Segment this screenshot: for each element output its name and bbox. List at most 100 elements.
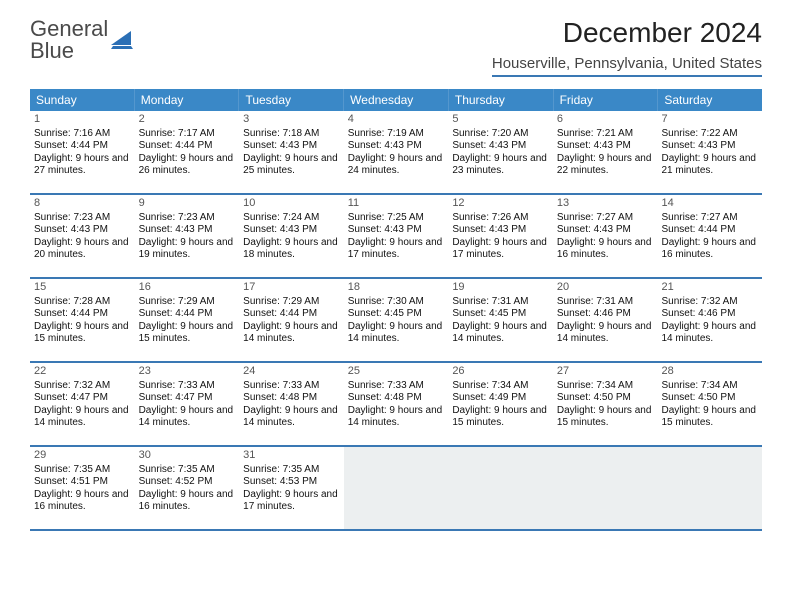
daylight-line: Daylight: 9 hours and 21 minutes. xyxy=(661,153,758,178)
week-row: 29Sunrise: 7:35 AMSunset: 4:51 PMDayligh… xyxy=(30,447,762,531)
weekday-header: Tuesday xyxy=(239,89,344,111)
sunrise-line: Sunrise: 7:24 AM xyxy=(243,212,340,225)
day-number: 14 xyxy=(661,197,758,212)
day-cell: 10Sunrise: 7:24 AMSunset: 4:43 PMDayligh… xyxy=(239,195,344,277)
day-number: 9 xyxy=(139,197,236,212)
day-number: 20 xyxy=(557,281,654,296)
sunrise-line: Sunrise: 7:20 AM xyxy=(452,128,549,141)
day-cell: 5Sunrise: 7:20 AMSunset: 4:43 PMDaylight… xyxy=(448,111,553,193)
day-cell: 25Sunrise: 7:33 AMSunset: 4:48 PMDayligh… xyxy=(344,363,449,445)
month-title: December 2024 xyxy=(492,18,762,49)
day-number: 29 xyxy=(34,449,131,464)
sunset-line: Sunset: 4:44 PM xyxy=(34,308,131,321)
sunset-line: Sunset: 4:46 PM xyxy=(661,308,758,321)
sunrise-line: Sunrise: 7:22 AM xyxy=(661,128,758,141)
sunrise-line: Sunrise: 7:25 AM xyxy=(348,212,445,225)
sunrise-line: Sunrise: 7:18 AM xyxy=(243,128,340,141)
weekday-header: Thursday xyxy=(449,89,554,111)
day-cell: 22Sunrise: 7:32 AMSunset: 4:47 PMDayligh… xyxy=(30,363,135,445)
sunset-line: Sunset: 4:49 PM xyxy=(452,392,549,405)
daylight-line: Daylight: 9 hours and 14 minutes. xyxy=(452,321,549,346)
day-cell: 14Sunrise: 7:27 AMSunset: 4:44 PMDayligh… xyxy=(657,195,762,277)
sunrise-line: Sunrise: 7:16 AM xyxy=(34,128,131,141)
sunset-line: Sunset: 4:43 PM xyxy=(557,224,654,237)
day-cell: 12Sunrise: 7:26 AMSunset: 4:43 PMDayligh… xyxy=(448,195,553,277)
sunset-line: Sunset: 4:45 PM xyxy=(452,308,549,321)
sunrise-line: Sunrise: 7:21 AM xyxy=(557,128,654,141)
daylight-line: Daylight: 9 hours and 26 minutes. xyxy=(139,153,236,178)
day-number: 16 xyxy=(139,281,236,296)
week-row: 22Sunrise: 7:32 AMSunset: 4:47 PMDayligh… xyxy=(30,363,762,447)
day-cell: 31Sunrise: 7:35 AMSunset: 4:53 PMDayligh… xyxy=(239,447,344,529)
sunrise-line: Sunrise: 7:23 AM xyxy=(34,212,131,225)
daylight-line: Daylight: 9 hours and 14 minutes. xyxy=(34,405,131,430)
sunset-line: Sunset: 4:48 PM xyxy=(243,392,340,405)
daylight-line: Daylight: 9 hours and 14 minutes. xyxy=(348,405,445,430)
daylight-line: Daylight: 9 hours and 27 minutes. xyxy=(34,153,131,178)
day-number: 7 xyxy=(661,113,758,128)
day-cell: 28Sunrise: 7:34 AMSunset: 4:50 PMDayligh… xyxy=(657,363,762,445)
calendar-grid: SundayMondayTuesdayWednesdayThursdayFrid… xyxy=(30,89,762,531)
day-cell: 29Sunrise: 7:35 AMSunset: 4:51 PMDayligh… xyxy=(30,447,135,529)
sunrise-line: Sunrise: 7:31 AM xyxy=(452,296,549,309)
sunset-line: Sunset: 4:44 PM xyxy=(139,308,236,321)
daylight-line: Daylight: 9 hours and 15 minutes. xyxy=(139,321,236,346)
daylight-line: Daylight: 9 hours and 14 minutes. xyxy=(139,405,236,430)
day-number: 22 xyxy=(34,365,131,380)
day-cell: 11Sunrise: 7:25 AMSunset: 4:43 PMDayligh… xyxy=(344,195,449,277)
sunrise-line: Sunrise: 7:30 AM xyxy=(348,296,445,309)
day-cell: 27Sunrise: 7:34 AMSunset: 4:50 PMDayligh… xyxy=(553,363,658,445)
sunset-line: Sunset: 4:52 PM xyxy=(139,476,236,489)
sunset-line: Sunset: 4:44 PM xyxy=(661,224,758,237)
sunset-line: Sunset: 4:43 PM xyxy=(348,224,445,237)
weekday-header: Saturday xyxy=(658,89,762,111)
day-cell: 20Sunrise: 7:31 AMSunset: 4:46 PMDayligh… xyxy=(553,279,658,361)
sunset-line: Sunset: 4:43 PM xyxy=(139,224,236,237)
day-cell: 26Sunrise: 7:34 AMSunset: 4:49 PMDayligh… xyxy=(448,363,553,445)
day-cell: 4Sunrise: 7:19 AMSunset: 4:43 PMDaylight… xyxy=(344,111,449,193)
sunset-line: Sunset: 4:43 PM xyxy=(557,140,654,153)
day-cell: 9Sunrise: 7:23 AMSunset: 4:43 PMDaylight… xyxy=(135,195,240,277)
weekday-header: Wednesday xyxy=(344,89,449,111)
day-cell-empty xyxy=(657,447,762,529)
sunrise-line: Sunrise: 7:27 AM xyxy=(661,212,758,225)
daylight-line: Daylight: 9 hours and 15 minutes. xyxy=(452,405,549,430)
day-cell: 2Sunrise: 7:17 AMSunset: 4:44 PMDaylight… xyxy=(135,111,240,193)
daylight-line: Daylight: 9 hours and 14 minutes. xyxy=(557,321,654,346)
day-number: 5 xyxy=(452,113,549,128)
day-number: 23 xyxy=(139,365,236,380)
day-number: 31 xyxy=(243,449,340,464)
day-cell: 1Sunrise: 7:16 AMSunset: 4:44 PMDaylight… xyxy=(30,111,135,193)
daylight-line: Daylight: 9 hours and 14 minutes. xyxy=(348,321,445,346)
day-number: 8 xyxy=(34,197,131,212)
day-number: 11 xyxy=(348,197,445,212)
day-cell: 17Sunrise: 7:29 AMSunset: 4:44 PMDayligh… xyxy=(239,279,344,361)
sunset-line: Sunset: 4:44 PM xyxy=(34,140,131,153)
daylight-line: Daylight: 9 hours and 14 minutes. xyxy=(243,321,340,346)
sunset-line: Sunset: 4:44 PM xyxy=(243,308,340,321)
sunrise-line: Sunrise: 7:35 AM xyxy=(34,464,131,477)
day-cell: 24Sunrise: 7:33 AMSunset: 4:48 PMDayligh… xyxy=(239,363,344,445)
day-number: 27 xyxy=(557,365,654,380)
daylight-line: Daylight: 9 hours and 25 minutes. xyxy=(243,153,340,178)
sunrise-line: Sunrise: 7:28 AM xyxy=(34,296,131,309)
sunrise-line: Sunrise: 7:34 AM xyxy=(661,380,758,393)
sunset-line: Sunset: 4:50 PM xyxy=(661,392,758,405)
daylight-line: Daylight: 9 hours and 16 minutes. xyxy=(661,237,758,262)
day-number: 13 xyxy=(557,197,654,212)
daylight-line: Daylight: 9 hours and 20 minutes. xyxy=(34,237,131,262)
sunset-line: Sunset: 4:51 PM xyxy=(34,476,131,489)
title-block: December 2024 Houserville, Pennsylvania,… xyxy=(492,18,762,77)
weekday-header: Friday xyxy=(554,89,659,111)
daylight-line: Daylight: 9 hours and 24 minutes. xyxy=(348,153,445,178)
day-number: 21 xyxy=(661,281,758,296)
day-number: 26 xyxy=(452,365,549,380)
sunrise-line: Sunrise: 7:29 AM xyxy=(139,296,236,309)
sunset-line: Sunset: 4:43 PM xyxy=(348,140,445,153)
brand-line1: General xyxy=(30,18,108,40)
brand-logo: General Blue xyxy=(30,18,133,62)
daylight-line: Daylight: 9 hours and 17 minutes. xyxy=(348,237,445,262)
day-cell: 8Sunrise: 7:23 AMSunset: 4:43 PMDaylight… xyxy=(30,195,135,277)
day-cell: 16Sunrise: 7:29 AMSunset: 4:44 PMDayligh… xyxy=(135,279,240,361)
sunset-line: Sunset: 4:43 PM xyxy=(661,140,758,153)
